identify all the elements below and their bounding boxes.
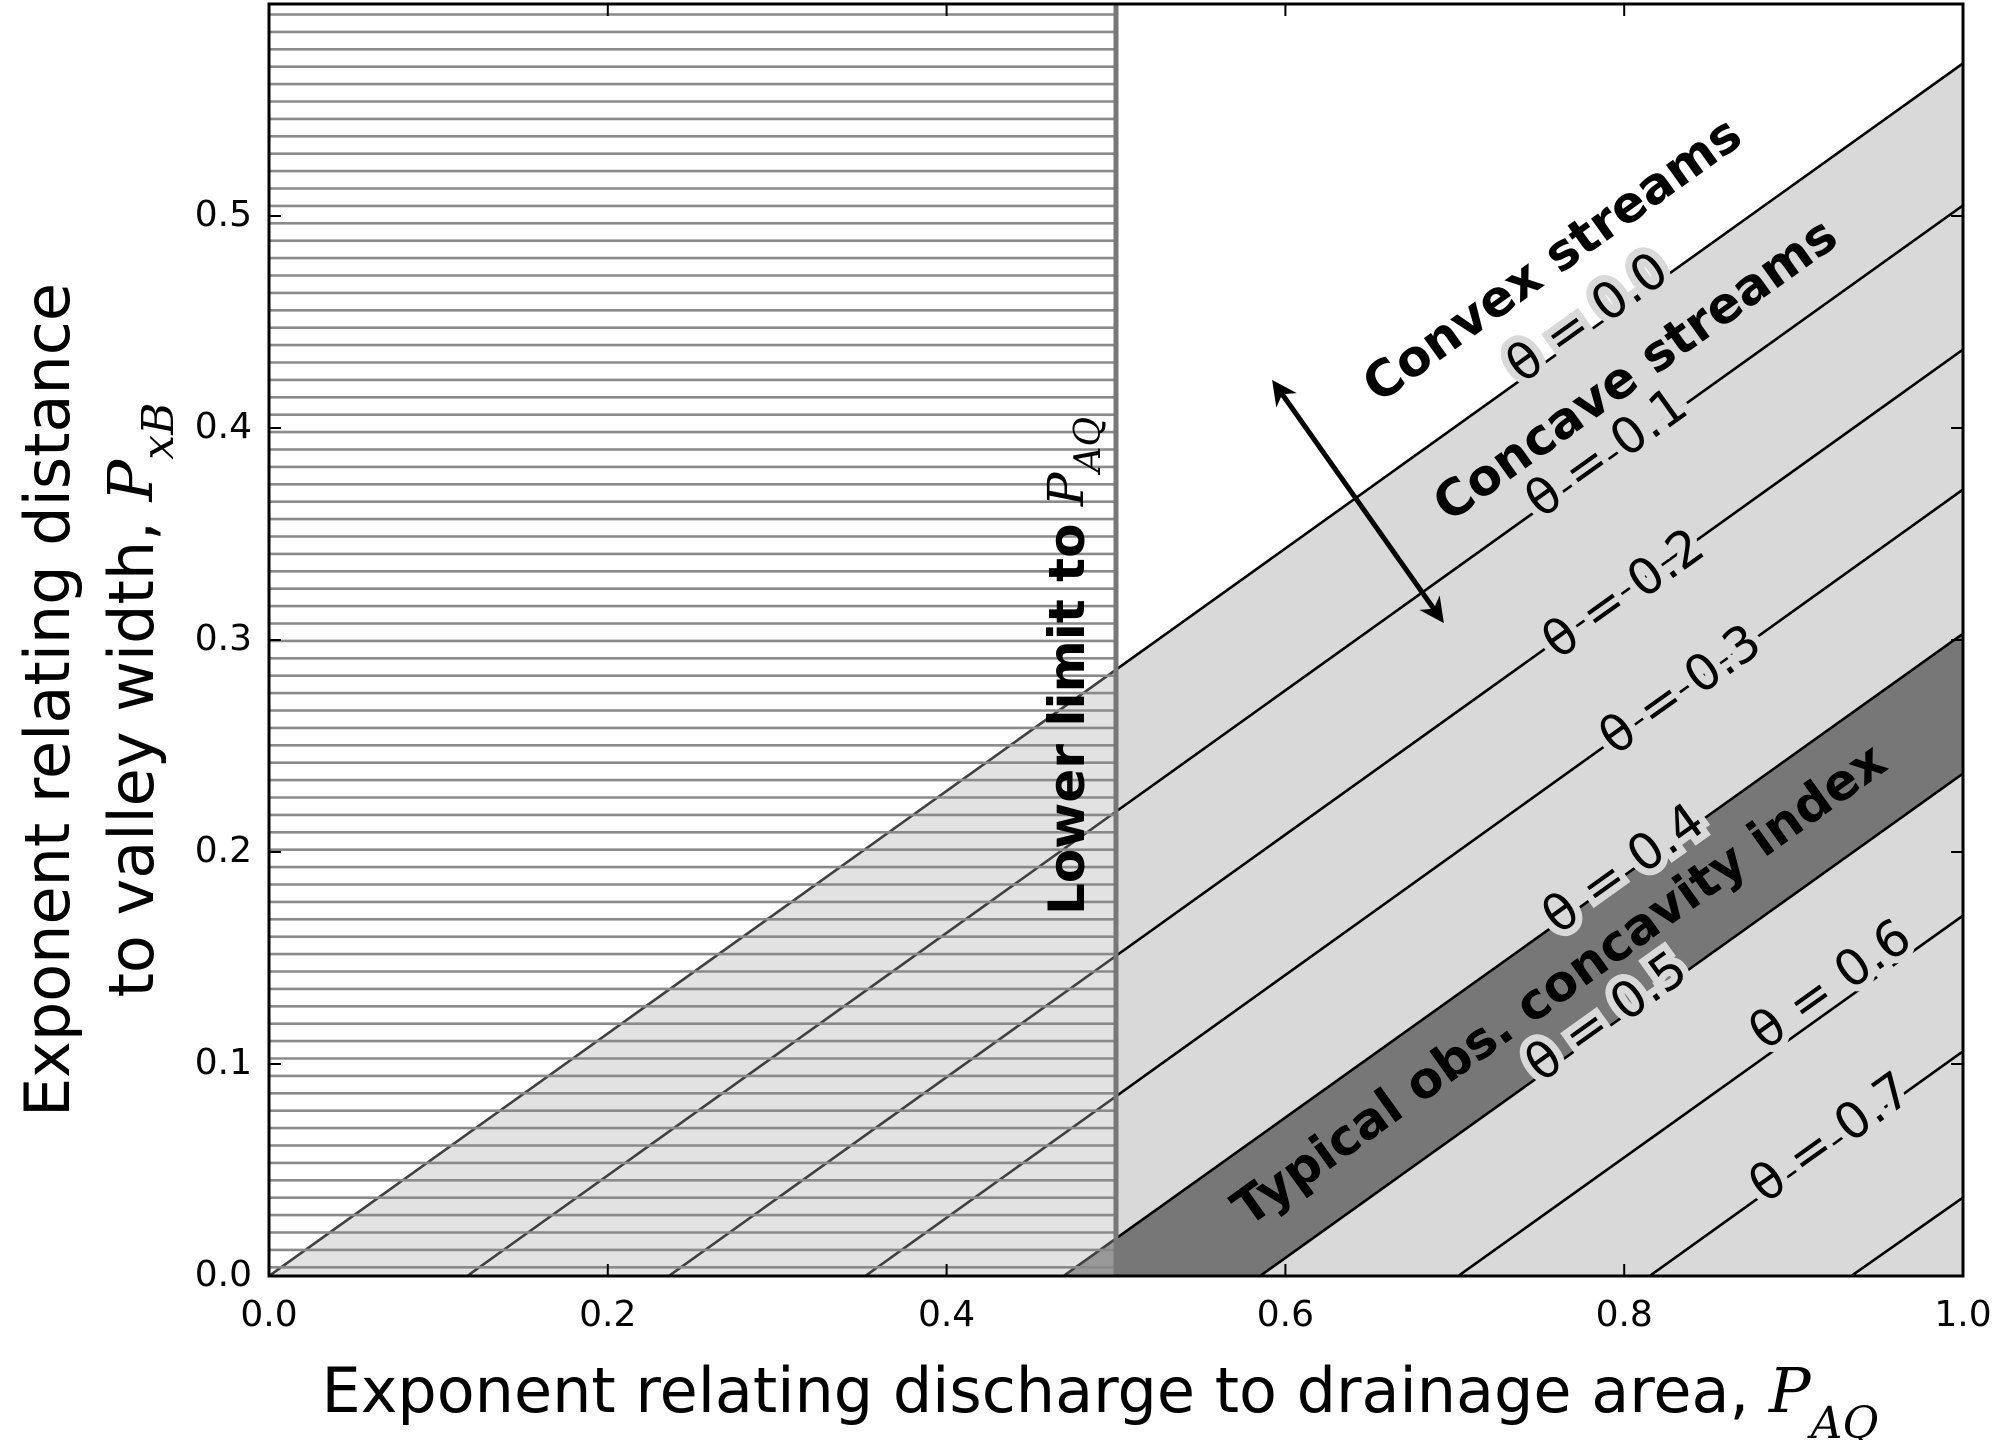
lower-limit-label: Lower limit to PAQ (1037, 417, 1109, 915)
y-tick-label: 0.3 (195, 618, 252, 659)
y-axis-label: to valley width, PxB (94, 403, 184, 998)
label-text: to valley width, (95, 501, 168, 997)
y-tick-label: 0.1 (195, 1042, 252, 1083)
label-subscript: AQ (1807, 1398, 1879, 1440)
contour-line (1648, 1050, 1963, 1276)
x-tick-label: 1.0 (1934, 1294, 1991, 1335)
label-subscript: AQ (1068, 417, 1109, 476)
x-tick-label: 0.0 (240, 1294, 297, 1335)
y-axis-label: Exponent relating distance (11, 283, 84, 1117)
label-symbol: P (94, 458, 167, 502)
contour-line (1259, 772, 1963, 1276)
y-tick-label: 0.5 (195, 194, 252, 235)
x-tick-label: 0.2 (579, 1294, 636, 1335)
label-symbol: P (1768, 1354, 1812, 1427)
contour-line (668, 348, 1963, 1276)
label-symbol: P (1037, 471, 1095, 507)
x-tick-label: 0.8 (1596, 1294, 1653, 1335)
contour-line (1850, 1196, 1963, 1276)
plot-area (269, 4, 1963, 1276)
contour-line (1062, 632, 1963, 1276)
label-text: Exponent relating discharge to drainage … (322, 1354, 1769, 1427)
y-tick-label: 0.4 (195, 406, 252, 447)
double-arrow (1272, 379, 1444, 624)
contour-line (1457, 914, 1963, 1276)
y-tick-label: 0.2 (195, 830, 252, 871)
y-tick-label: 0.0 (195, 1254, 252, 1295)
contour-line (466, 204, 1963, 1276)
x-axis-label: Exponent relating discharge to drainage … (322, 1354, 1879, 1440)
label-text: Lower limit to (1038, 506, 1096, 915)
x-tick-label: 0.6 (1257, 1294, 1314, 1335)
label-subscript: xB (133, 403, 184, 460)
x-tick-label: 0.4 (918, 1294, 975, 1335)
